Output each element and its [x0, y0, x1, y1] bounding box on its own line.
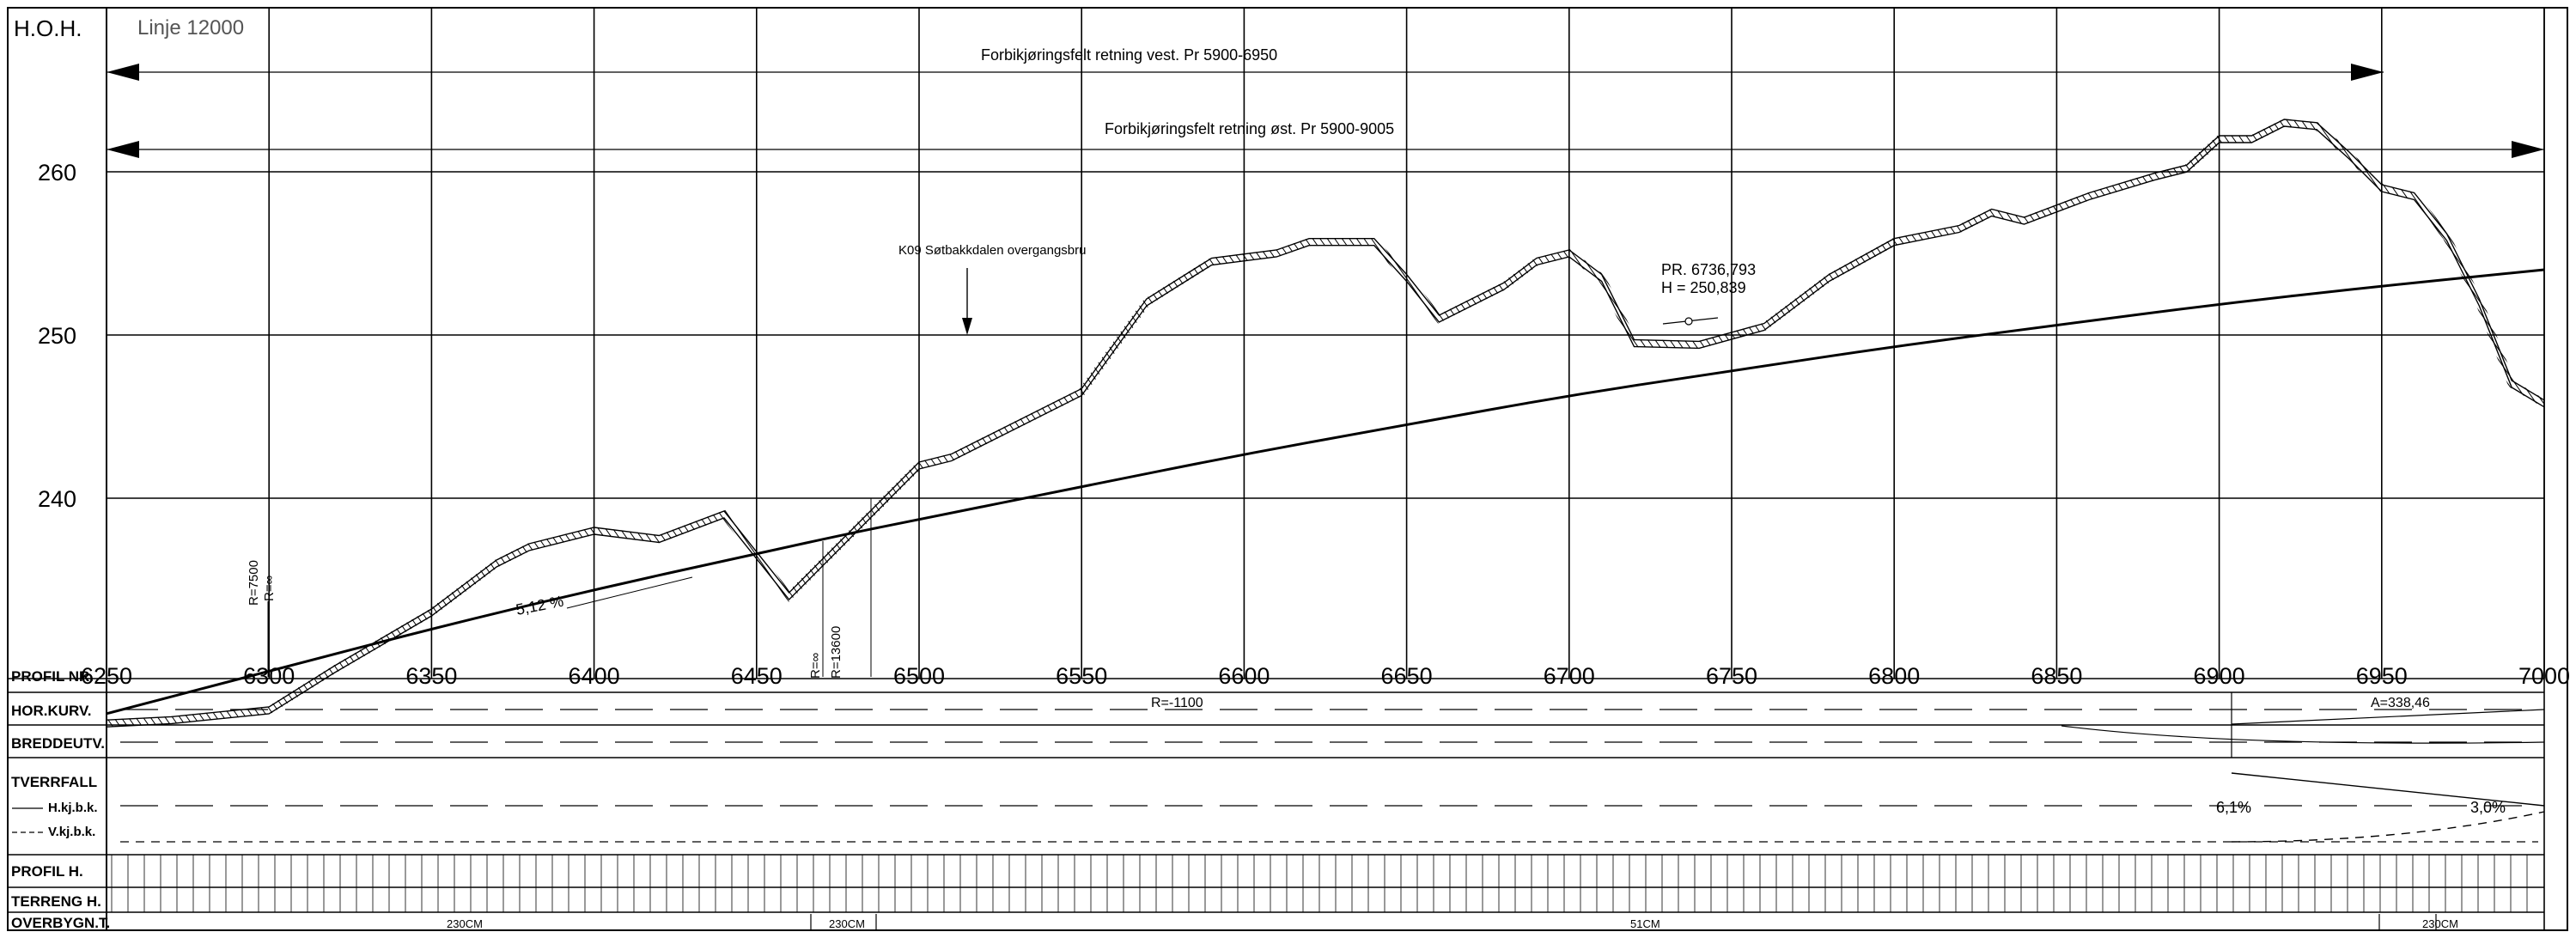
bands	[8, 8, 2545, 930]
curve-label-1: R=7500	[247, 560, 261, 606]
band-profil-h: PROFIL H.	[11, 863, 83, 880]
station-tick-label: 6750	[1706, 663, 1757, 689]
station-labels: 6250 6300 6350 6400 6450 6500 6550 6600 6650 6700…	[81, 663, 2570, 689]
curve-label-2: R=∞	[262, 575, 277, 601]
thickness-marks	[810, 914, 2437, 930]
band-terreng-h: TERRENG H.	[11, 893, 101, 910]
grade-leader	[566, 576, 693, 609]
band-v-kjbk: V.kj.b.k.	[48, 825, 95, 839]
terrain-line-hatch	[106, 119, 2547, 728]
terrain-line	[106, 119, 2545, 721]
hor-curve-label: R=-1100	[1151, 696, 1203, 710]
thickness-3: 51CM	[1630, 917, 1660, 930]
bridge-label: K09 Søtbakkdalen overgangsbru	[898, 243, 1086, 258]
elev-250: 250	[38, 323, 76, 349]
clothoid-label: A=338,46	[2371, 696, 2430, 710]
profile-plot	[106, 119, 2547, 728]
curve-label-3: R=∞	[808, 652, 823, 679]
station-tick-label: 6900	[2194, 663, 2245, 689]
station-tick-label: 6500	[893, 663, 945, 689]
band-h-kjbk: H.kj.b.k.	[48, 801, 98, 815]
station-grid	[106, 8, 2545, 679]
clothoid-curve	[2231, 709, 2545, 725]
arrow-east-label: Forbikjøringsfelt retning øst. Pr 5900-9…	[1105, 120, 1394, 137]
crossfall-label-1: 6,1%	[2216, 799, 2251, 816]
design-profile-line	[106, 268, 2545, 716]
arrow-west: Forbikjøringsfelt retning vest. Pr 5900-…	[107, 46, 2384, 81]
band-dashes	[120, 709, 2538, 843]
point-marker	[1684, 317, 1693, 326]
station-tick-label: 6400	[569, 663, 620, 689]
crossfall-v-line	[2231, 811, 2545, 843]
station-tick-label: 6700	[1544, 663, 1595, 689]
elev-260: 260	[38, 160, 76, 186]
point-label-2: H = 250,839	[1661, 279, 1746, 296]
curve-label-4: R=13600	[829, 626, 843, 679]
thickness-4: 230CM	[2422, 917, 2458, 930]
hoh-label: H.O.H.	[14, 15, 82, 41]
band-tverrfall: TVERRFALL	[11, 774, 97, 790]
bridge-arrow-head	[962, 318, 972, 335]
band-hor-kurv: HOR.KURV.	[11, 703, 92, 719]
station-tick-label: 6450	[731, 663, 783, 689]
station-tick-label: 6550	[1056, 663, 1107, 689]
elevation-grid	[107, 171, 2544, 499]
arrow-east: Forbikjøringsfelt retning øst. Pr 5900-9…	[107, 120, 2544, 158]
station-tick-label: 6800	[1868, 663, 1920, 689]
width-change	[2061, 725, 2545, 744]
band-breddeutv: BREDDEUTV.	[11, 735, 105, 752]
thickness-1: 230CM	[447, 917, 483, 930]
band-profil-nr: PROFIL NR.	[11, 668, 94, 685]
station-tick-label: 6950	[2356, 663, 2408, 689]
station-tick-label: 6300	[243, 663, 295, 689]
station-tick-label: 6350	[405, 663, 457, 689]
elev-240: 240	[38, 486, 76, 512]
band-overbygn: OVERBYGN.T.	[11, 915, 110, 931]
grade-label: 5,12 %	[515, 593, 565, 618]
terrain-line-lower	[106, 125, 2545, 728]
thickness-2: 230CM	[829, 917, 865, 930]
station-tick-label: 6850	[2031, 663, 2082, 689]
station-tick-label: 6650	[1381, 663, 1433, 689]
line-label: Linje 12000	[137, 16, 244, 40]
crossfall-h-line	[2231, 772, 2545, 807]
point-label-1: PR. 6736,793	[1661, 261, 1756, 278]
crossfall-label-2: 3,0%	[2470, 799, 2506, 816]
arrow-west-label: Forbikjøringsfelt retning vest. Pr 5900-…	[981, 46, 1277, 64]
band-tick-marks	[111, 855, 2528, 912]
drawing-frame	[7, 7, 2568, 931]
station-tick-label: 6600	[1218, 663, 1270, 689]
